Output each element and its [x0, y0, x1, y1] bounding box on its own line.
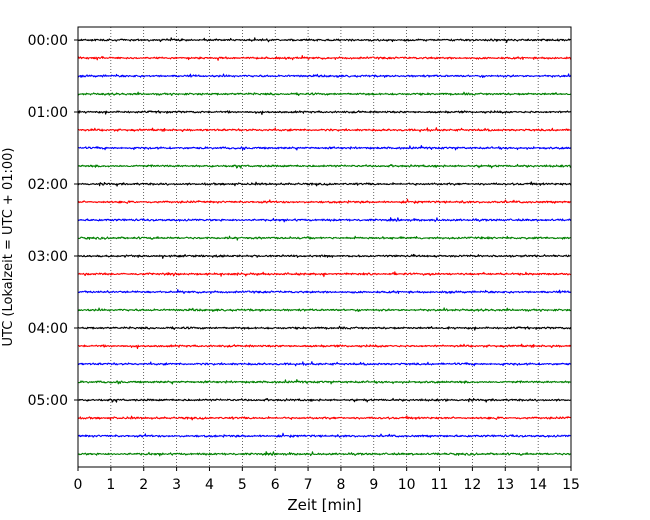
- trace-line: [77, 91, 572, 97]
- x-tick-label: 2: [139, 477, 148, 493]
- trace-line: [77, 253, 572, 259]
- trace-line: [77, 73, 572, 79]
- trace-line: [77, 235, 572, 241]
- trace-line: [77, 379, 572, 385]
- x-tick-label: 15: [562, 477, 580, 493]
- trace-line: [77, 110, 572, 116]
- trace-line: [77, 361, 572, 367]
- trace-line: [77, 289, 572, 294]
- trace-line: [77, 325, 572, 331]
- trace-line: [77, 307, 572, 313]
- trace-line: [77, 217, 572, 223]
- trace-line: [77, 415, 572, 421]
- x-tick-label: 4: [205, 477, 214, 493]
- x-axis-label: Zeit [min]: [287, 496, 361, 514]
- y-tick-label: 03:00: [28, 249, 68, 265]
- trace-line: [77, 343, 572, 350]
- trace-line: [77, 397, 572, 403]
- y-tick-label: 00:00: [28, 33, 68, 49]
- x-tick-label: 14: [529, 477, 547, 493]
- x-tick-label: 7: [304, 477, 313, 493]
- trace-line: [77, 37, 572, 44]
- trace-line: [77, 432, 572, 438]
- x-axis: 0 1 2 3 4 5 6 7 8 9 10 11 12 13 14 15: [74, 467, 580, 493]
- trace-line: [77, 271, 572, 278]
- trace-group: [77, 37, 572, 457]
- trace-line: [77, 145, 572, 151]
- y-tick-label: 05:00: [28, 393, 68, 409]
- trace-line: [77, 163, 572, 169]
- x-tick-label: 11: [431, 477, 449, 493]
- x-tick-label: 6: [271, 477, 280, 493]
- x-tick-label: 13: [496, 477, 514, 493]
- x-tick-label: 10: [398, 477, 416, 493]
- y-tick-label: 04:00: [28, 321, 68, 337]
- x-tick-label: 0: [74, 477, 83, 493]
- x-tick-label: 1: [106, 477, 115, 493]
- x-tick-label: 9: [369, 477, 378, 493]
- trace-line: [77, 181, 572, 187]
- trace-line: [77, 198, 572, 204]
- x-tick-label: 8: [336, 477, 345, 493]
- x-tick-label: 3: [172, 477, 181, 493]
- trace-line: [77, 55, 572, 61]
- y-tick-label: 02:00: [28, 177, 68, 193]
- y-axis: 00:00 01:00 02:00 03:00 04:00 05:00: [28, 33, 78, 409]
- x-tick-label: 5: [238, 477, 247, 493]
- y-tick-label: 01:00: [28, 105, 68, 121]
- plot-frame: [77, 26, 572, 468]
- y-axis-label: UTC (Lokalzeit = UTC + 01:00): [1, 148, 16, 347]
- x-tick-label: 12: [463, 477, 481, 493]
- trace-line: [77, 127, 572, 133]
- trace-line: [77, 451, 572, 457]
